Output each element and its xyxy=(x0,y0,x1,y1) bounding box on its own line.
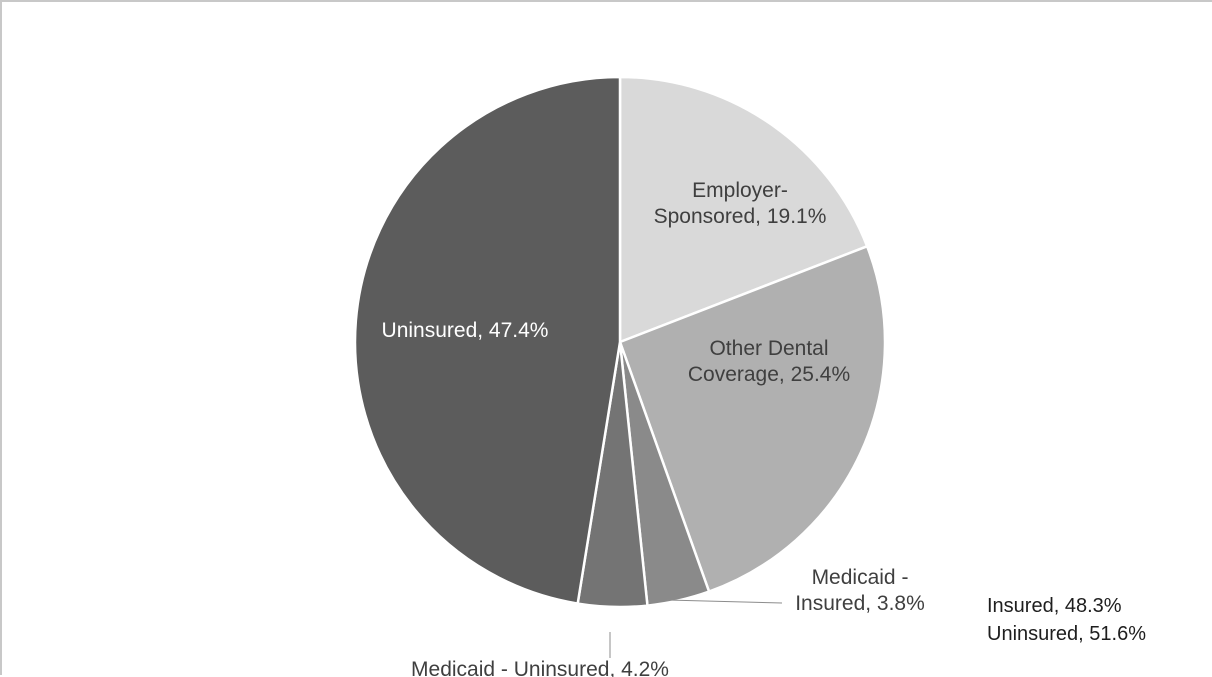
slice-label-medicaid-insured: Medicaid - Insured, 3.8% xyxy=(795,566,925,615)
pie-slice-other-dental-coverage xyxy=(618,245,887,593)
slice-label-line: Uninsured, 47.4% xyxy=(382,319,549,342)
slice-label-line: Medicaid - xyxy=(812,566,909,589)
summary-insured: Insured, 48.3% xyxy=(987,595,1122,617)
slice-label-employer-sponsored: Employer- Sponsored, 19.1% xyxy=(654,179,827,228)
slice-label-line: Sponsored, 19.1% xyxy=(654,205,827,228)
slice-label-line: Medicaid - Uninsured, 4.2% xyxy=(411,658,669,677)
summary-uninsured: Uninsured, 51.6% xyxy=(987,623,1146,645)
slice-label-line: Coverage, 25.4% xyxy=(688,363,850,386)
leader-line xyxy=(666,599,783,604)
slice-label-line: Employer- xyxy=(692,179,788,202)
slice-label-other-dental-coverage: Other Dental Coverage, 25.4% xyxy=(688,337,850,386)
slice-label-medicaid-uninsured: Medicaid - Uninsured, 4.2% xyxy=(411,658,669,677)
slice-label-uninsured: Uninsured, 47.4% xyxy=(382,319,549,342)
slice-label-line: Insured, 3.8% xyxy=(795,592,925,615)
slice-label-line: Other Dental xyxy=(709,337,828,360)
pie-slice-uninsured xyxy=(353,75,622,605)
pie-slice-employer-sponsored xyxy=(618,75,869,344)
